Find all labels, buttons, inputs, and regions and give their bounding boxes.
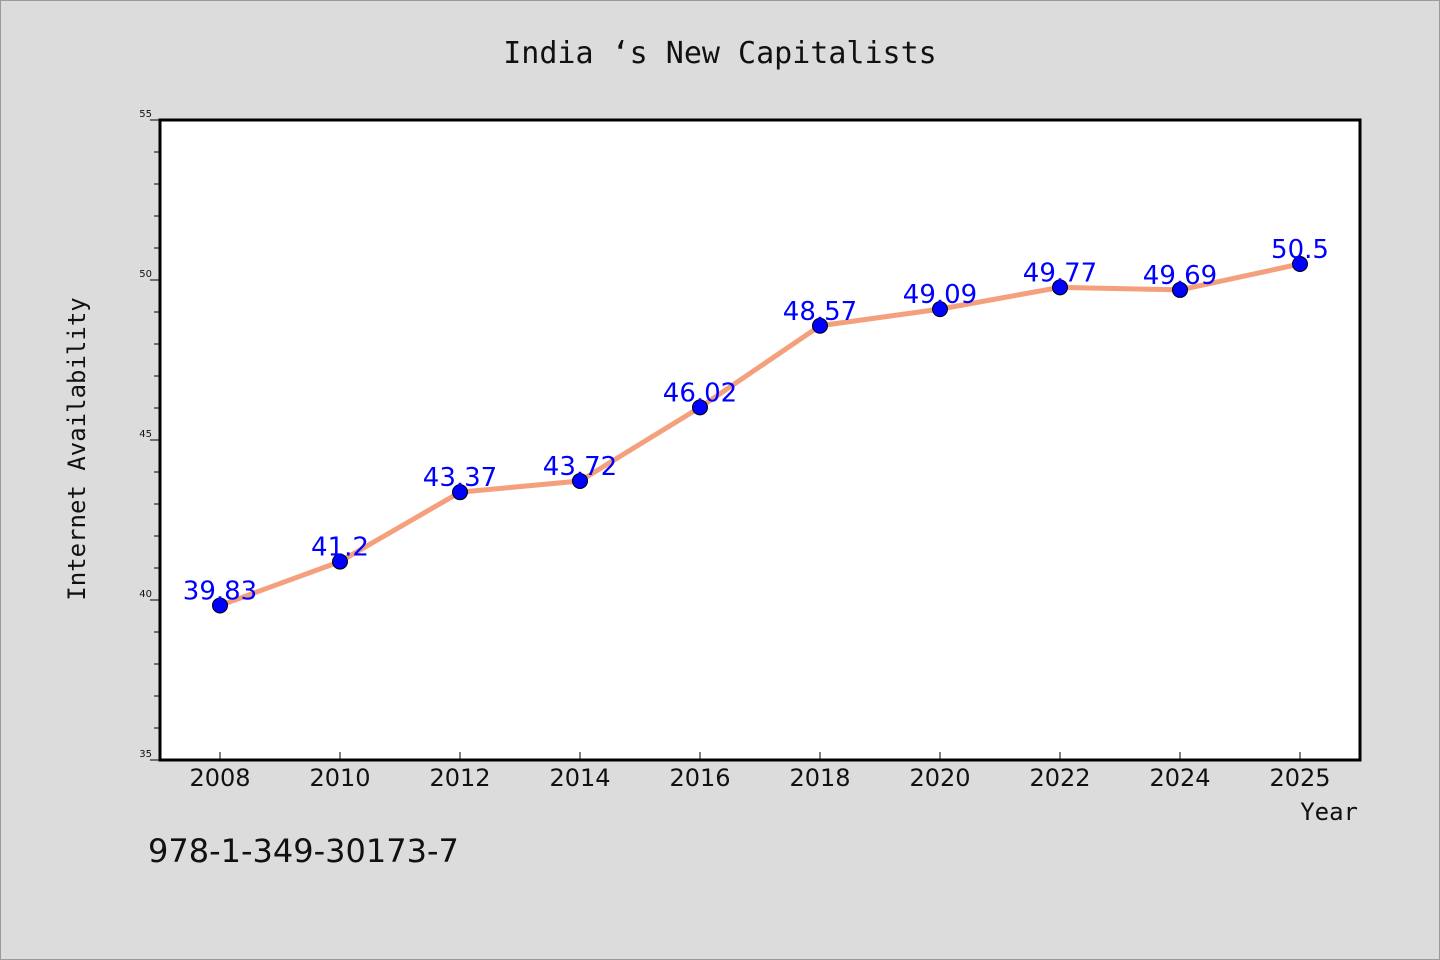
data-label: 48.57 bbox=[783, 297, 857, 327]
data-label: 41.2 bbox=[311, 533, 369, 563]
data-labels: 39.83 41.2 43.37 43.72 46.02 48.57 49.09 49.77 4… bbox=[183, 235, 1329, 606]
x-tick-label: 2020 bbox=[909, 764, 970, 792]
y-tick-label: 50 bbox=[139, 269, 152, 280]
data-point bbox=[212, 597, 228, 614]
x-axis: 2008 2010 2012 2014 2016 2018 2020 2022 2024 2025 bbox=[189, 752, 1331, 792]
data-point bbox=[1052, 279, 1068, 296]
chart-title: India ‘s New Capitalists bbox=[503, 36, 937, 71]
y-axis: 35 40 45 50 55 bbox=[139, 109, 160, 761]
x-tick-label: 2014 bbox=[549, 764, 610, 792]
data-point bbox=[572, 472, 588, 489]
data-label: 49.09 bbox=[903, 280, 977, 310]
x-tick-label: 2016 bbox=[669, 764, 730, 792]
data-label: 49.77 bbox=[1023, 258, 1097, 288]
x-tick-label: 2022 bbox=[1029, 764, 1090, 792]
x-tick-label: 2025 bbox=[1269, 764, 1330, 792]
y-axis-title: Internet Availability bbox=[63, 297, 91, 600]
plot-background bbox=[160, 120, 1360, 760]
data-label: 49.69 bbox=[1143, 261, 1217, 291]
data-label: 43.72 bbox=[543, 452, 617, 482]
x-tick-label: 2012 bbox=[429, 764, 490, 792]
data-point bbox=[812, 317, 828, 334]
y-tick-label: 40 bbox=[139, 589, 152, 600]
plot-border bbox=[158, 118, 1362, 762]
data-label: 43.37 bbox=[423, 463, 497, 493]
x-tick-label: 2024 bbox=[1149, 764, 1210, 792]
x-axis-title: Year bbox=[1300, 798, 1358, 826]
data-point bbox=[332, 553, 348, 570]
x-tick-label: 2010 bbox=[309, 764, 370, 792]
isbn-text: 978-1-349-30173-7 bbox=[148, 832, 459, 870]
series-line bbox=[217, 261, 1303, 608]
data-label: 46.02 bbox=[663, 378, 737, 408]
series-line-group bbox=[212, 256, 1308, 614]
data-point bbox=[1172, 281, 1188, 298]
x-tick-label: 2018 bbox=[789, 764, 850, 792]
data-label: 39.83 bbox=[183, 576, 257, 606]
data-point bbox=[692, 399, 708, 416]
plot-area bbox=[160, 120, 1360, 760]
data-point bbox=[1292, 256, 1308, 272]
y-tick-label: 45 bbox=[139, 429, 152, 440]
data-point bbox=[932, 301, 948, 318]
x-tick-label: 2008 bbox=[189, 764, 250, 792]
y-tick-label: 55 bbox=[139, 109, 152, 120]
data-point bbox=[452, 484, 468, 501]
y-tick-label: 35 bbox=[139, 749, 152, 760]
data-label: 50.5 bbox=[1271, 235, 1329, 265]
